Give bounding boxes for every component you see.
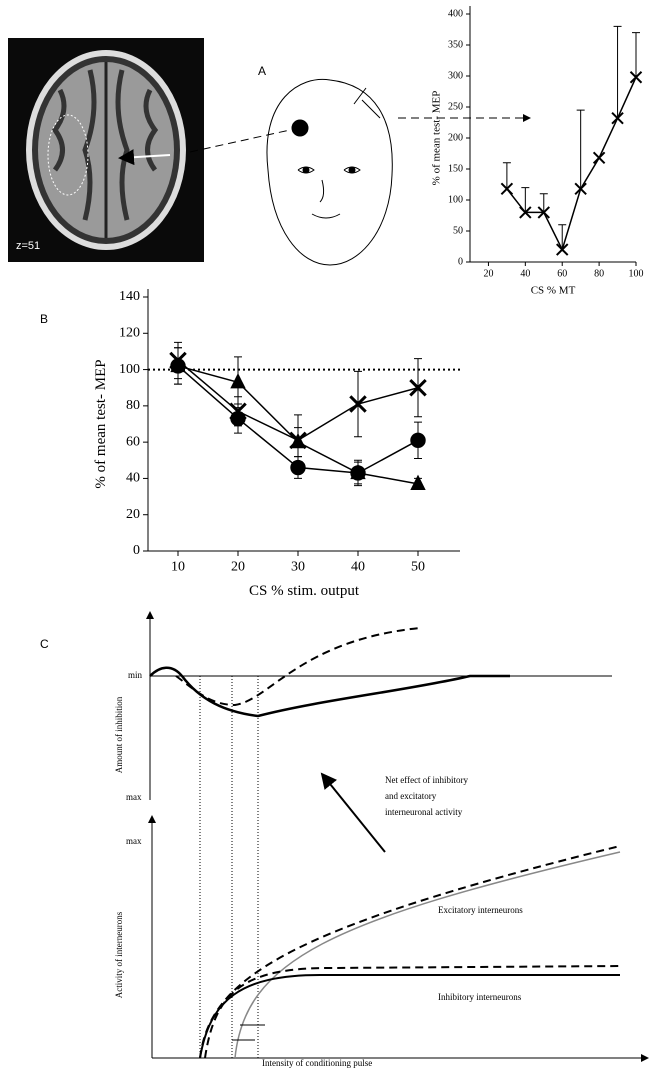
mri-label: z=51 <box>16 240 40 252</box>
panel-label: A <box>258 64 266 78</box>
marker <box>349 395 367 413</box>
y-tick-label: 350 <box>448 39 463 50</box>
marker <box>289 431 307 450</box>
y-tick-label: 80 <box>126 398 140 413</box>
x-tick-label: 40 <box>520 268 530 279</box>
panel-c <box>146 611 649 1062</box>
marker <box>611 111 624 125</box>
series-line <box>506 76 637 252</box>
x-tick-label: 60 <box>557 268 567 279</box>
mri-image: z=51 <box>8 38 204 262</box>
marker <box>410 474 426 491</box>
marker <box>290 459 306 476</box>
head-drawing <box>189 78 531 266</box>
axis-label: Activity of interneurons <box>114 911 124 998</box>
y-tick-label: 200 <box>448 132 463 143</box>
x-tick-label: 40 <box>351 559 365 574</box>
y-tick-label: 0 <box>133 543 140 558</box>
x-tick-label: 50 <box>411 559 425 574</box>
panel-label: C <box>40 637 49 651</box>
marker <box>230 373 246 389</box>
error-bar <box>502 162 511 189</box>
marker <box>229 402 247 421</box>
error-bar <box>632 32 640 78</box>
marker <box>519 206 532 219</box>
x-tick-label: 10 <box>171 559 185 574</box>
y-tick-label: 100 <box>448 194 463 205</box>
y-tick-label: 40 <box>126 471 140 486</box>
x-tick-label: 30 <box>291 559 305 574</box>
marker <box>500 182 514 196</box>
axis-label: max <box>126 792 142 802</box>
error-bar <box>521 187 530 213</box>
axis-label: Amount of inhibition <box>114 696 124 773</box>
x-tick-label: 20 <box>483 268 493 279</box>
y-tick-label: 400 <box>448 8 463 19</box>
marker <box>410 432 426 449</box>
y-axis-label: % of mean test- MEP <box>431 91 443 186</box>
annotation: Excitatory interneurons <box>438 905 523 915</box>
axis-label: Intensity of conditioning pulse <box>262 1058 372 1068</box>
x-tick-label: 80 <box>594 268 604 279</box>
annotation: interneuronal activity <box>385 807 463 817</box>
y-tick-label: 120 <box>119 326 140 341</box>
y-tick-label: 50 <box>453 225 463 236</box>
y-tick-label: 150 <box>448 163 463 174</box>
error-bar <box>558 224 567 250</box>
marker <box>556 243 569 256</box>
y-tick-label: 20 <box>126 507 140 522</box>
panel-label: B <box>40 312 48 326</box>
marker <box>350 465 366 481</box>
axis-label: min <box>128 670 143 680</box>
marker <box>537 206 550 219</box>
axis-label: max <box>126 836 142 846</box>
y-tick-label: 300 <box>448 70 463 81</box>
y-tick-label: 0 <box>458 256 463 267</box>
annotation: Inhibitory interneurons <box>438 992 522 1002</box>
annotation: and excitatory <box>385 791 437 801</box>
marker <box>574 182 587 196</box>
marker <box>169 351 187 370</box>
marker <box>409 378 427 397</box>
y-tick-label: 140 <box>119 289 140 304</box>
x-axis-label: CS % MT <box>531 285 576 297</box>
marker <box>629 71 643 84</box>
marker <box>592 151 606 165</box>
annotation: Net effect of inhibitory <box>385 775 469 785</box>
x-axis-label: CS % stim. output <box>249 583 360 599</box>
y-tick-label: 60 <box>126 434 140 449</box>
x-tick-label: 20 <box>231 559 245 574</box>
error-bar <box>576 109 585 189</box>
error-bar <box>613 25 622 119</box>
y-axis-label: % of mean test- MEP <box>93 359 109 488</box>
y-tick-label: 250 <box>448 101 463 112</box>
x-tick-label: 100 <box>629 268 644 279</box>
error-bar <box>539 193 548 213</box>
y-tick-label: 100 <box>119 362 140 377</box>
